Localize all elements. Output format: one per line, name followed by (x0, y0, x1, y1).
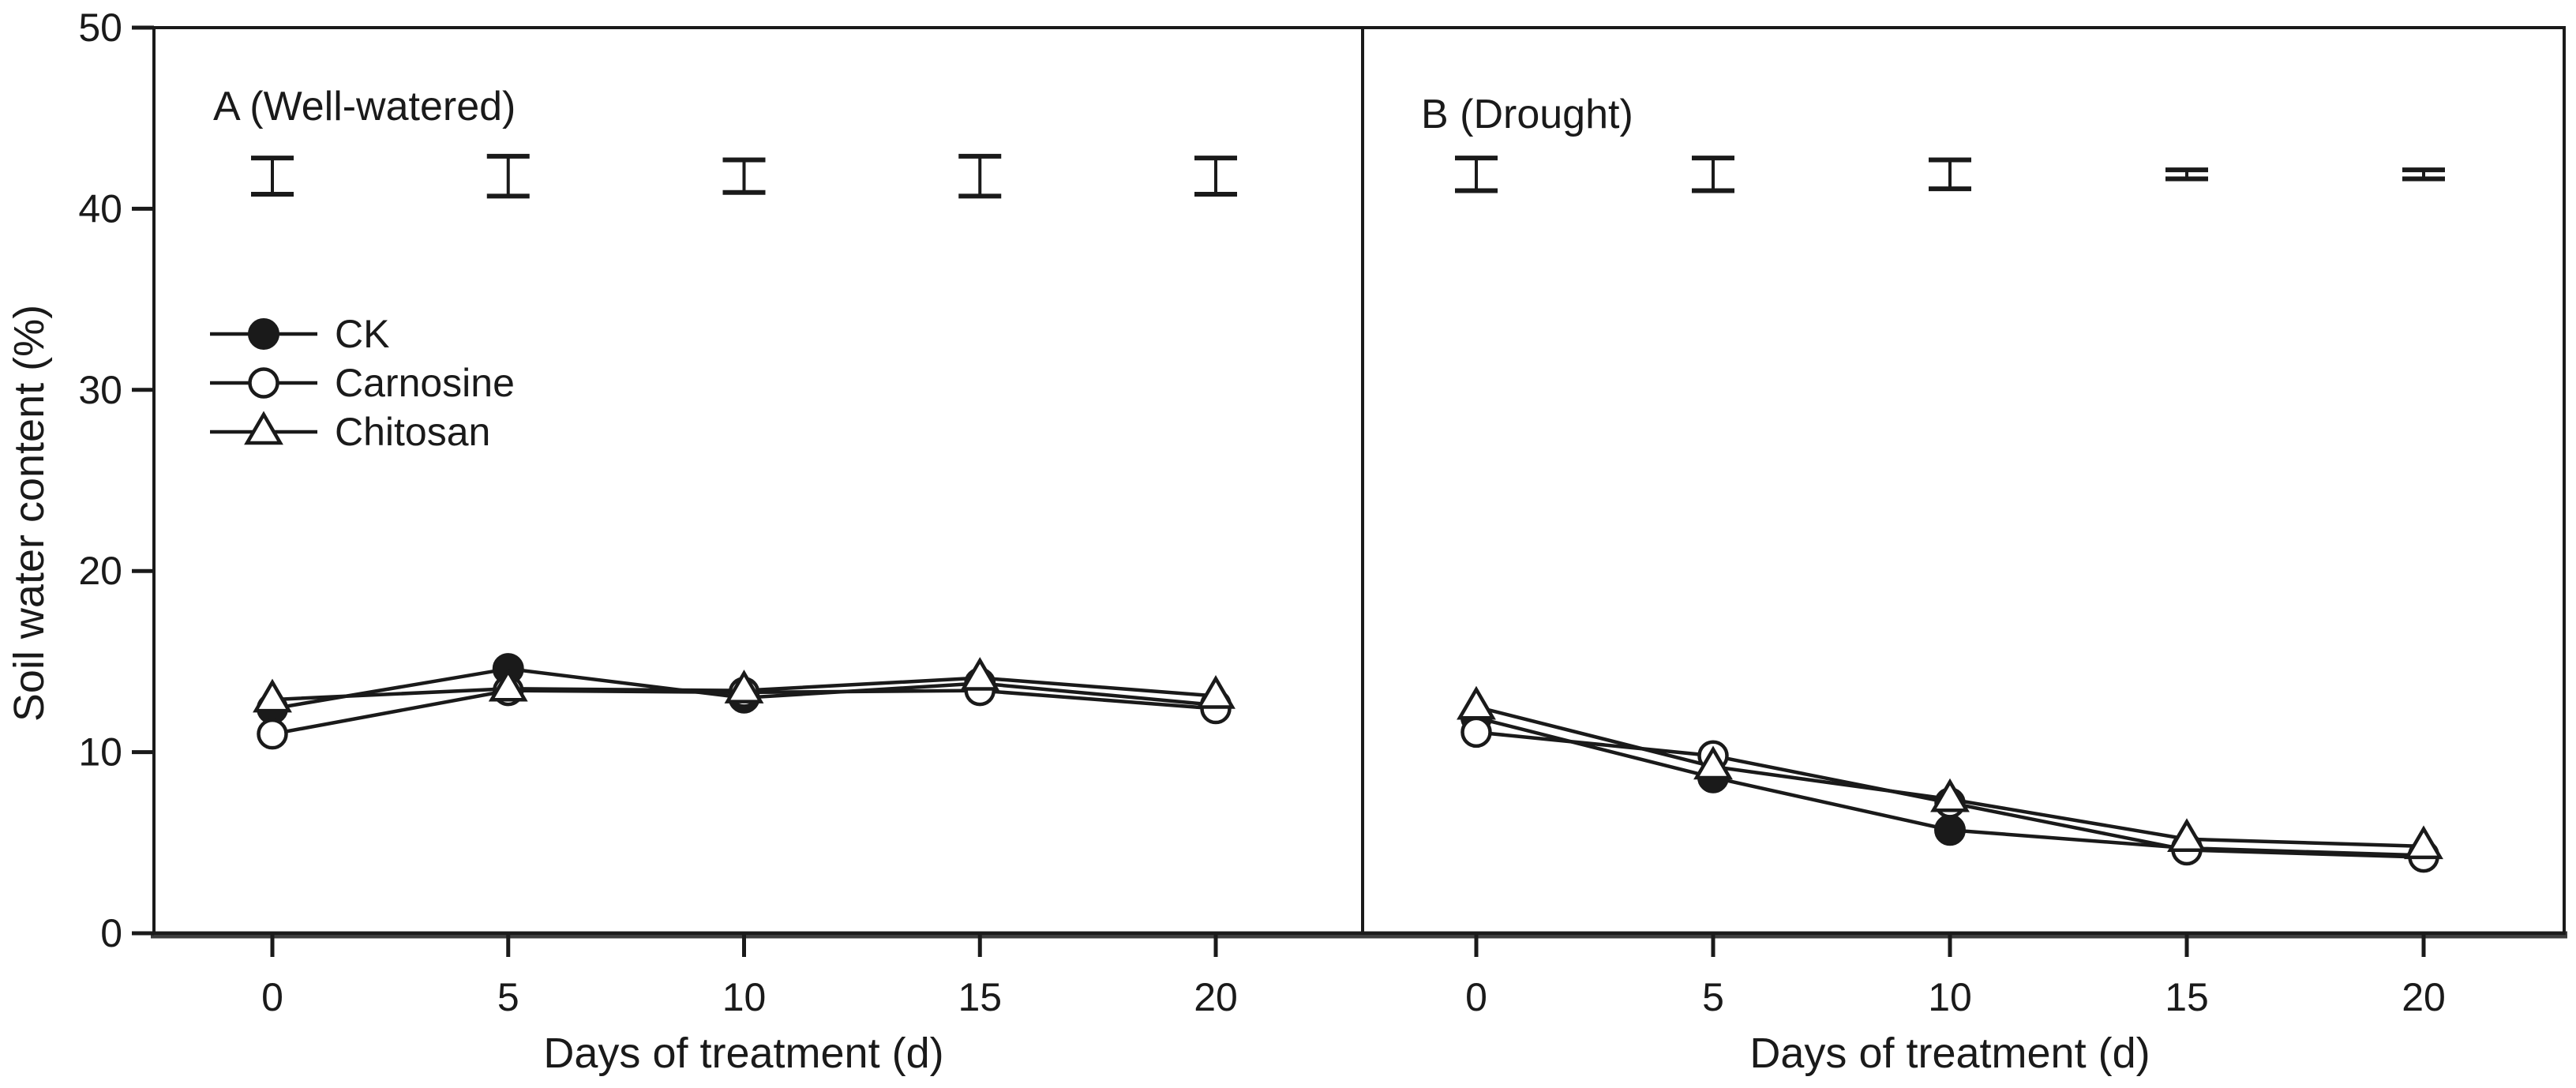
x-axis-tick-label: 20 (1194, 975, 1238, 1019)
lsd-error-bar (486, 153, 530, 199)
legend-row-carnosine: Carnosine (210, 361, 515, 405)
legend-label: Chitosan (335, 410, 490, 454)
lsd-error-bar (2402, 167, 2445, 182)
legend-layer: CK Carnosine Chitosan (210, 312, 515, 454)
x-axis-tick-label: 5 (497, 975, 519, 1019)
lsd-error-bar (1929, 157, 1971, 192)
x-axis-tick-label: 0 (1465, 975, 1487, 1019)
panel-b-chitosan-day20-open-triangle-marker (2404, 825, 2443, 860)
panel-a-chitosan-day5-open-triangle-marker (488, 667, 528, 702)
y-axis-tick-label: 30 (78, 368, 122, 412)
legend-label: CK (335, 312, 389, 356)
lsd-error-bar (1692, 156, 1734, 193)
lsd-error-bar (1455, 156, 1498, 193)
x-axis-tick-label: 5 (1702, 975, 1724, 1019)
y-axis-tick-label: 40 (78, 186, 122, 231)
lsd-error-bar (958, 153, 1002, 199)
legend-open-circle-marker (248, 367, 279, 399)
y-axis-tick-label: 20 (78, 549, 122, 593)
x-axis-tick-label: 0 (261, 975, 283, 1019)
static-labels: A (Well-watered) B (Drought) Soil water … (6, 84, 2150, 1077)
panel-a-chitosan-day10-open-triangle-marker (724, 670, 764, 703)
y-axis-title: Soil water content (%) (6, 305, 53, 722)
legend-filled-circle-marker (248, 318, 279, 350)
lsd-error-bar (1194, 156, 1237, 197)
panel-a-chitosan-day0-open-triangle-marker (253, 678, 292, 713)
panel-b-chitosan-day15-open-triangle-marker (2167, 818, 2207, 852)
lsd-error-bar (722, 157, 766, 195)
panel-b-chitosan-day5-open-triangle-marker (1693, 745, 1733, 780)
panel-a-chitosan-day20-open-triangle-marker (1196, 675, 1236, 709)
panel-a-title: A (Well-watered) (213, 84, 516, 129)
legend-open-triangle-marker (244, 411, 283, 445)
lsd-error-bar (2165, 167, 2208, 182)
plot-frame (152, 26, 2566, 935)
legend-label: Carnosine (335, 361, 515, 405)
legend-row-ck: CK (210, 312, 389, 356)
y-axis-tick-label: 10 (78, 730, 122, 775)
y-axis-tick-label: 50 (78, 6, 122, 50)
panel-b-ck-day10-filled-circle-marker (1934, 814, 1966, 846)
x-axis-tick-label: 15 (958, 975, 1002, 1019)
panel-b-carnosine-day0-open-circle-marker (1460, 716, 1492, 748)
x-axis-tick-label: 20 (2402, 975, 2446, 1019)
panel-b-chitosan-day10-open-triangle-marker (1930, 778, 1970, 812)
x-axis-tick-label: 10 (1928, 975, 1972, 1019)
panel-a-carnosine-day0-open-circle-marker (257, 718, 288, 750)
y-axis-tick-label: 0 (100, 911, 122, 955)
legend-row-chitosan: Chitosan (210, 410, 490, 454)
x-axis-tick-label: 15 (2165, 975, 2209, 1019)
x-axis-title-panel-a: Days of treatment (d) (543, 1030, 943, 1077)
x-axis-title-panel-b: Days of treatment (d) (1749, 1030, 2150, 1077)
panel-b-chitosan-day0-open-triangle-marker (1457, 685, 1496, 720)
lsd-error-bar (251, 156, 294, 197)
panel-b-title: B (Drought) (1421, 92, 1633, 137)
x-axis-tick-label: 10 (722, 975, 767, 1019)
panel-a-chitosan-day15-open-triangle-marker (960, 657, 1000, 691)
